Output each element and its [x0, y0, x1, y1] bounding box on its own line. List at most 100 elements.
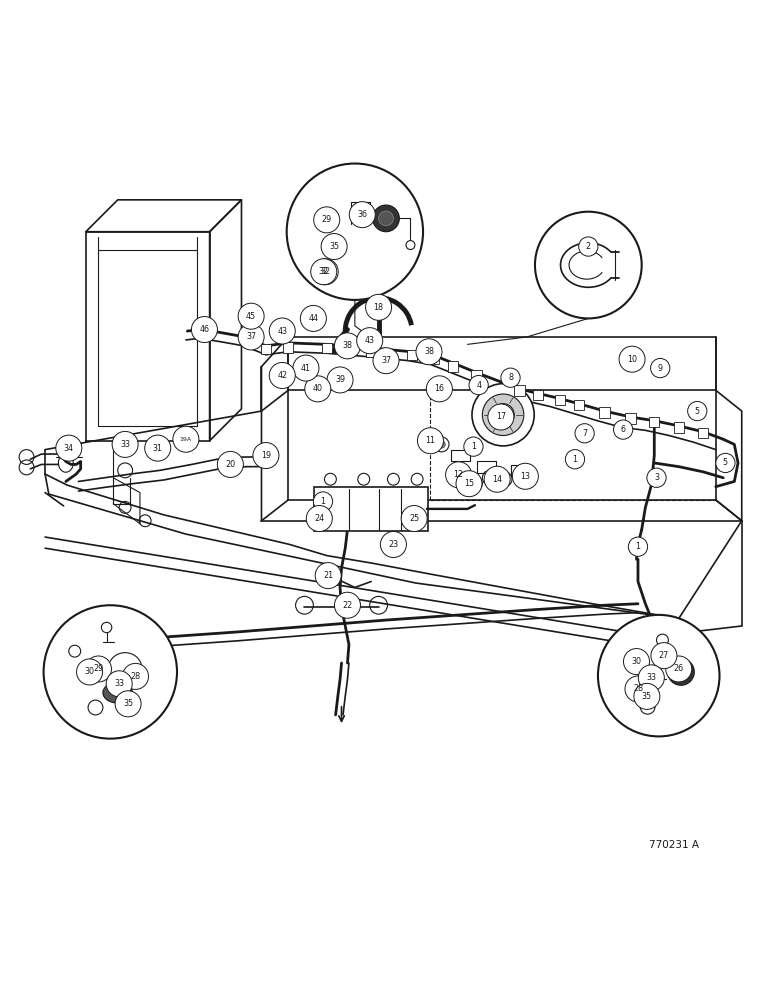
Bar — [625, 413, 636, 424]
Text: 14: 14 — [493, 475, 502, 484]
Text: 19: 19 — [261, 451, 271, 460]
Circle shape — [456, 471, 482, 497]
Circle shape — [373, 205, 399, 232]
Circle shape — [293, 355, 319, 381]
Circle shape — [86, 656, 111, 682]
Circle shape — [191, 317, 218, 343]
Text: 20: 20 — [225, 460, 235, 469]
Text: 43: 43 — [277, 327, 287, 336]
Text: 17: 17 — [496, 412, 506, 421]
Circle shape — [469, 375, 488, 395]
Bar — [649, 417, 659, 427]
Bar — [448, 361, 458, 372]
Text: 36: 36 — [357, 210, 367, 219]
Text: 7: 7 — [582, 429, 587, 438]
Circle shape — [311, 259, 337, 285]
Circle shape — [488, 404, 514, 430]
Text: 25: 25 — [409, 514, 419, 523]
Circle shape — [115, 691, 141, 717]
Text: 29: 29 — [93, 664, 103, 673]
Text: 16: 16 — [435, 384, 445, 393]
Circle shape — [456, 470, 464, 478]
Circle shape — [321, 234, 347, 260]
Text: 39: 39 — [335, 375, 345, 384]
Text: 6: 6 — [621, 425, 625, 434]
Circle shape — [575, 424, 594, 443]
Text: 1: 1 — [573, 455, 577, 464]
Circle shape — [238, 324, 264, 350]
Circle shape — [438, 441, 445, 448]
Text: 42: 42 — [277, 371, 287, 380]
Text: 32: 32 — [320, 267, 330, 276]
Bar — [673, 422, 684, 433]
Text: 33: 33 — [120, 440, 130, 449]
Circle shape — [535, 212, 642, 318]
Bar — [407, 350, 417, 360]
Bar — [533, 390, 543, 400]
Bar — [510, 465, 529, 476]
Circle shape — [501, 368, 520, 387]
Circle shape — [366, 294, 391, 320]
Text: 3: 3 — [654, 473, 659, 482]
Circle shape — [464, 437, 483, 456]
Circle shape — [668, 659, 694, 685]
Bar — [261, 344, 271, 354]
Circle shape — [638, 665, 665, 691]
Text: 35: 35 — [642, 692, 652, 701]
Text: 31: 31 — [153, 444, 163, 453]
Text: 43: 43 — [364, 336, 374, 345]
Text: 37: 37 — [381, 356, 391, 365]
Circle shape — [269, 318, 295, 344]
Text: 13: 13 — [520, 472, 530, 481]
Text: 45: 45 — [246, 312, 256, 321]
Circle shape — [334, 333, 361, 359]
Circle shape — [665, 656, 692, 682]
Text: 770231 A: 770231 A — [649, 840, 699, 850]
Circle shape — [445, 462, 472, 488]
Text: 30: 30 — [85, 667, 94, 676]
Circle shape — [416, 339, 442, 365]
Circle shape — [315, 563, 341, 589]
Text: 28: 28 — [130, 672, 141, 681]
Circle shape — [312, 259, 338, 285]
Text: 35: 35 — [123, 699, 133, 708]
Text: 32: 32 — [319, 267, 329, 276]
Text: 37: 37 — [246, 332, 256, 341]
Bar — [471, 370, 482, 381]
Text: 5: 5 — [723, 458, 728, 467]
Text: 35: 35 — [329, 242, 339, 251]
Text: 46: 46 — [199, 325, 209, 334]
Text: 5: 5 — [695, 407, 700, 416]
Circle shape — [513, 463, 538, 489]
Text: 38: 38 — [343, 341, 353, 350]
Circle shape — [484, 466, 510, 492]
Circle shape — [101, 622, 112, 633]
Text: 41: 41 — [301, 364, 311, 373]
FancyBboxPatch shape — [314, 487, 428, 531]
Circle shape — [579, 237, 598, 256]
Bar — [477, 461, 496, 473]
Circle shape — [123, 663, 148, 689]
Circle shape — [598, 615, 720, 736]
Circle shape — [426, 376, 452, 402]
Bar — [698, 428, 709, 438]
Circle shape — [313, 492, 333, 511]
Circle shape — [313, 207, 340, 233]
Bar — [429, 354, 439, 364]
Text: 12: 12 — [454, 470, 464, 479]
Circle shape — [43, 605, 177, 739]
Text: 26: 26 — [674, 664, 684, 673]
Text: 33: 33 — [646, 673, 656, 682]
Circle shape — [647, 468, 666, 487]
Text: 33: 33 — [114, 679, 124, 688]
Circle shape — [651, 643, 677, 669]
Bar — [321, 343, 332, 353]
Circle shape — [501, 476, 508, 483]
Text: 11: 11 — [425, 436, 435, 445]
Circle shape — [107, 671, 132, 697]
Circle shape — [327, 213, 335, 221]
Circle shape — [300, 305, 327, 331]
Circle shape — [173, 426, 199, 452]
Circle shape — [323, 209, 339, 224]
Text: 1: 1 — [635, 542, 641, 551]
